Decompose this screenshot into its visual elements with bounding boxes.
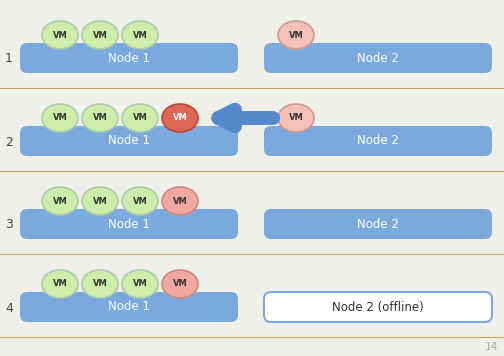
Ellipse shape bbox=[122, 187, 158, 215]
Text: VM: VM bbox=[173, 114, 187, 122]
FancyBboxPatch shape bbox=[264, 43, 492, 73]
Text: Node 2 (offline): Node 2 (offline) bbox=[332, 300, 424, 314]
Text: VM: VM bbox=[173, 197, 187, 205]
Text: 3: 3 bbox=[5, 219, 13, 231]
Text: VM: VM bbox=[173, 279, 187, 288]
Text: 1: 1 bbox=[5, 52, 13, 66]
FancyBboxPatch shape bbox=[264, 292, 492, 322]
FancyBboxPatch shape bbox=[20, 43, 238, 73]
Ellipse shape bbox=[122, 21, 158, 49]
Text: Node 1: Node 1 bbox=[108, 52, 150, 64]
Ellipse shape bbox=[122, 270, 158, 298]
Text: VM: VM bbox=[52, 197, 68, 205]
Ellipse shape bbox=[42, 21, 78, 49]
Ellipse shape bbox=[82, 187, 118, 215]
Text: VM: VM bbox=[289, 31, 303, 40]
Ellipse shape bbox=[162, 187, 198, 215]
Ellipse shape bbox=[278, 21, 314, 49]
Text: VM: VM bbox=[133, 197, 147, 205]
Text: VM: VM bbox=[52, 279, 68, 288]
Text: 14: 14 bbox=[485, 342, 498, 352]
Text: VM: VM bbox=[52, 31, 68, 40]
Ellipse shape bbox=[42, 187, 78, 215]
Text: Node 1: Node 1 bbox=[108, 300, 150, 314]
Text: Node 2: Node 2 bbox=[357, 218, 399, 230]
Ellipse shape bbox=[278, 104, 314, 132]
Text: VM: VM bbox=[133, 114, 147, 122]
Text: 4: 4 bbox=[5, 302, 13, 314]
Ellipse shape bbox=[42, 270, 78, 298]
Text: Node 2: Node 2 bbox=[357, 135, 399, 147]
FancyBboxPatch shape bbox=[20, 209, 238, 239]
Text: VM: VM bbox=[93, 31, 107, 40]
Ellipse shape bbox=[82, 21, 118, 49]
Text: VM: VM bbox=[133, 279, 147, 288]
FancyBboxPatch shape bbox=[264, 126, 492, 156]
Text: Node 1: Node 1 bbox=[108, 135, 150, 147]
FancyBboxPatch shape bbox=[20, 292, 238, 322]
Text: VM: VM bbox=[93, 114, 107, 122]
Ellipse shape bbox=[122, 104, 158, 132]
Text: VM: VM bbox=[52, 114, 68, 122]
Text: Node 1: Node 1 bbox=[108, 218, 150, 230]
Ellipse shape bbox=[82, 270, 118, 298]
Ellipse shape bbox=[82, 104, 118, 132]
FancyBboxPatch shape bbox=[20, 126, 238, 156]
Text: VM: VM bbox=[93, 279, 107, 288]
Text: VM: VM bbox=[289, 114, 303, 122]
Text: VM: VM bbox=[133, 31, 147, 40]
Ellipse shape bbox=[162, 270, 198, 298]
Ellipse shape bbox=[42, 104, 78, 132]
FancyBboxPatch shape bbox=[264, 209, 492, 239]
Text: Node 2: Node 2 bbox=[357, 52, 399, 64]
Text: 2: 2 bbox=[5, 136, 13, 148]
Text: VM: VM bbox=[93, 197, 107, 205]
Ellipse shape bbox=[162, 104, 198, 132]
